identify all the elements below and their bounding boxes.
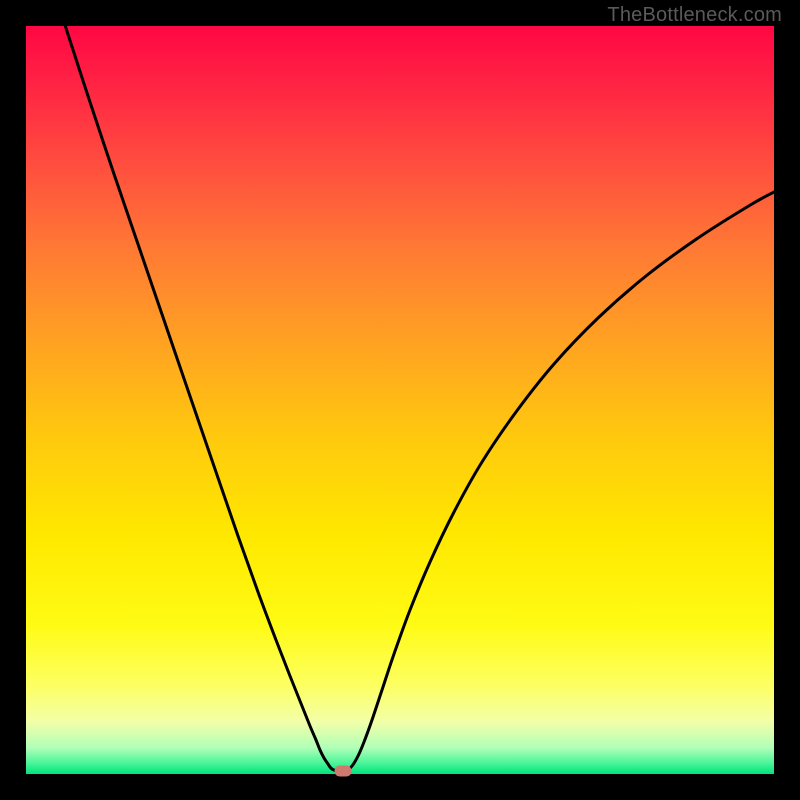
chart-plot-area: [26, 26, 774, 774]
optimal-point-marker: [335, 766, 352, 777]
bottleneck-curve: [26, 26, 774, 774]
chart-outer-frame: TheBottleneck.com: [0, 0, 800, 800]
bottleneck-curve-path: [64, 22, 778, 771]
watermark-text: TheBottleneck.com: [607, 4, 782, 27]
